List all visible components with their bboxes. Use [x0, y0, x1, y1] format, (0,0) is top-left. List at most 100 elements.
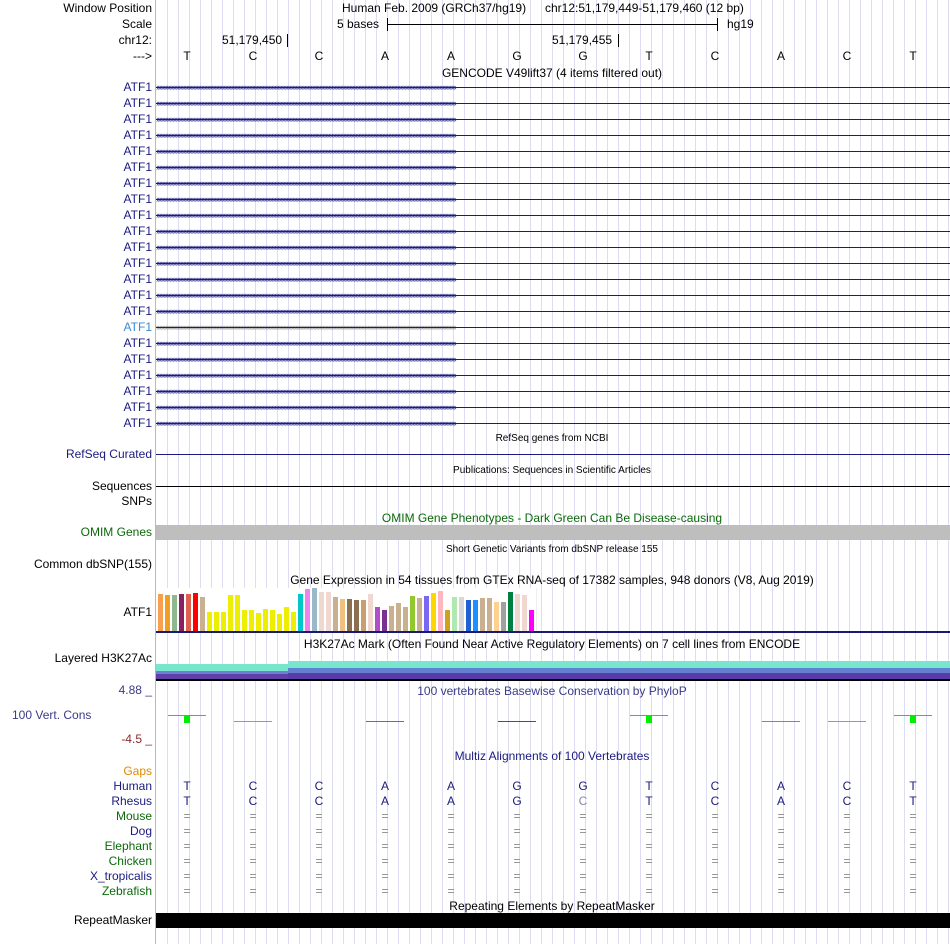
gtex-tissue-bar[interactable]: [312, 588, 317, 631]
gene-label[interactable]: ATF1: [123, 384, 152, 398]
gene-label[interactable]: ATF1: [123, 416, 152, 430]
gtex-tissue-bar[interactable]: [410, 595, 415, 631]
gtex-tissue-bar[interactable]: [424, 595, 429, 631]
gene-label[interactable]: ATF1: [123, 400, 152, 414]
gtex-tissue-bar[interactable]: [298, 594, 303, 631]
gene-feature[interactable]: ››››››››››››››››››››››››››››››››››››››››…: [156, 227, 950, 236]
gtex-tissue-bar[interactable]: [389, 605, 394, 631]
gtex-tissue-bar[interactable]: [207, 611, 212, 631]
gtex-tissue-bar[interactable]: [494, 601, 499, 631]
refseq-feature[interactable]: [156, 454, 950, 455]
gtex-tissue-bar[interactable]: [340, 598, 345, 631]
gtex-tissue-bar[interactable]: [452, 596, 457, 631]
phylop-bar[interactable]: [646, 715, 652, 723]
gene-label[interactable]: ATF1: [123, 304, 152, 318]
gtex-tissue-bar[interactable]: [305, 589, 310, 631]
gtex-tissue-bar[interactable]: [382, 609, 387, 631]
gtex-tissue-bar[interactable]: [459, 596, 464, 631]
gtex-tissue-bar[interactable]: [179, 594, 184, 631]
gene-feature[interactable]: ››››››››››››››››››››››››››››››››››››››››…: [156, 419, 950, 428]
gene-label[interactable]: ATF1: [123, 272, 152, 286]
omim-feature[interactable]: [156, 525, 950, 540]
gtex-tissue-bar[interactable]: [375, 606, 380, 631]
gtex-tissue-bar[interactable]: [480, 597, 485, 631]
gtex-label[interactable]: ATF1: [123, 605, 152, 619]
sequences-label[interactable]: Sequences: [91, 479, 152, 493]
gtex-tissue-bar[interactable]: [438, 591, 443, 631]
species-label[interactable]: Rhesus: [111, 794, 152, 808]
gtex-tissue-bar[interactable]: [256, 612, 261, 631]
gtex-tissue-bar[interactable]: [501, 601, 506, 631]
gene-feature[interactable]: ››››››››››››››››››››››››››››››››››››››››…: [156, 275, 950, 284]
gene-feature[interactable]: ››››››››››››››››››››››››››››››››››››››››…: [156, 211, 950, 220]
gene-feature[interactable]: ››››››››››››››››››››››››››››››››››››››››…: [156, 259, 950, 268]
gtex-tissue-bar[interactable]: [214, 611, 219, 631]
repeatmasker-feature[interactable]: [156, 913, 950, 928]
gene-label[interactable]: ATF1: [123, 368, 152, 382]
phylop-mark[interactable]: [498, 721, 536, 722]
gtex-tissue-bar[interactable]: [249, 609, 254, 631]
gene-feature[interactable]: ››››››››››››››››››››››››››››››››››››››››…: [156, 291, 950, 300]
gtex-tissue-bar[interactable]: [508, 592, 513, 631]
gtex-tissue-bar[interactable]: [354, 599, 359, 631]
gtex-tissue-bar[interactable]: [529, 610, 534, 631]
gene-label[interactable]: ATF1: [123, 288, 152, 302]
gtex-tissue-bar[interactable]: [284, 607, 289, 631]
gene-label[interactable]: ATF1: [123, 224, 152, 238]
gene-feature[interactable]: ››››››››››››››››››››››››››››››››››››››››…: [156, 83, 950, 92]
phylop-mark[interactable]: [828, 721, 866, 722]
gtex-tissue-bar[interactable]: [515, 594, 520, 631]
gene-label[interactable]: ATF1: [123, 128, 152, 142]
gene-label[interactable]: ATF1: [123, 176, 152, 190]
gtex-tissue-bar[interactable]: [158, 594, 163, 631]
gene-label[interactable]: ATF1: [123, 80, 152, 94]
gene-feature[interactable]: ››››››››››››››››››››››››››››››››››››››››…: [156, 307, 950, 316]
gtex-tissue-bar[interactable]: [347, 598, 352, 631]
phylop-label[interactable]: 100 Vert. Cons: [12, 708, 92, 722]
phylop-mark[interactable]: [762, 721, 800, 722]
gtex-tissue-bar[interactable]: [235, 594, 240, 631]
gtex-tissue-bar[interactable]: [431, 593, 436, 631]
gtex-tissue-bar[interactable]: [473, 599, 478, 631]
gtex-tissue-bar[interactable]: [221, 611, 226, 631]
omim-label[interactable]: OMIM Genes: [80, 525, 152, 539]
gtex-tissue-bar[interactable]: [172, 594, 177, 631]
phylop-mark[interactable]: [366, 721, 404, 722]
gene-feature[interactable]: ››››››››››››››››››››››››››››››››››››››››…: [156, 403, 950, 412]
gtex-tissue-bar[interactable]: [319, 592, 324, 631]
species-label[interactable]: Dog: [129, 824, 152, 838]
gene-feature[interactable]: ››››››››››››››››››››››››››››››››››››››››…: [156, 243, 950, 252]
gtex-tissue-bar[interactable]: [361, 599, 366, 631]
gene-feature[interactable]: ››››››››››››››››››››››››››››››››››››››››…: [156, 387, 950, 396]
gene-label[interactable]: ATF1: [123, 160, 152, 174]
gtex-tissue-bar[interactable]: [270, 610, 275, 631]
gene-label[interactable]: ATF1: [123, 240, 152, 254]
phylop-bar[interactable]: [184, 715, 190, 723]
sequences-feature[interactable]: [156, 486, 950, 487]
gene-label[interactable]: ATF1: [123, 256, 152, 270]
gtex-tissue-bar[interactable]: [403, 606, 408, 631]
species-label[interactable]: Human: [113, 779, 152, 793]
gtex-tissue-bar[interactable]: [277, 614, 282, 631]
gtex-tissue-bar[interactable]: [165, 594, 170, 631]
phylop-mark[interactable]: [234, 721, 272, 722]
species-label[interactable]: Elephant: [104, 839, 152, 853]
species-label[interactable]: Chicken: [108, 854, 152, 868]
gtex-tissue-bar[interactable]: [396, 602, 401, 631]
gene-label[interactable]: ATF1: [123, 320, 152, 334]
gene-label[interactable]: ATF1: [123, 112, 152, 126]
species-label[interactable]: X_tropicalis: [89, 869, 152, 883]
gtex-tissue-bar[interactable]: [228, 594, 233, 631]
gene-feature[interactable]: ››››››››››››››››››››››››››››››››››››››››…: [156, 147, 950, 156]
gtex-bars[interactable]: [156, 588, 537, 631]
gtex-tissue-bar[interactable]: [445, 610, 450, 631]
gene-label[interactable]: ATF1: [123, 144, 152, 158]
gene-label[interactable]: ATF1: [123, 336, 152, 350]
gene-feature[interactable]: ››››››››››››››››››››››››››››››››››››››››…: [156, 371, 950, 380]
gene-feature[interactable]: ››››››››››››››››››››››››››››››››››››››››…: [156, 99, 950, 108]
gene-label[interactable]: ATF1: [123, 352, 152, 366]
gtex-tissue-bar[interactable]: [487, 597, 492, 631]
gaps-label[interactable]: Gaps: [123, 764, 152, 778]
gtex-tissue-bar[interactable]: [326, 592, 331, 631]
gene-feature[interactable]: ››››››››››››››››››››››››››››››››››››››››…: [156, 323, 950, 332]
